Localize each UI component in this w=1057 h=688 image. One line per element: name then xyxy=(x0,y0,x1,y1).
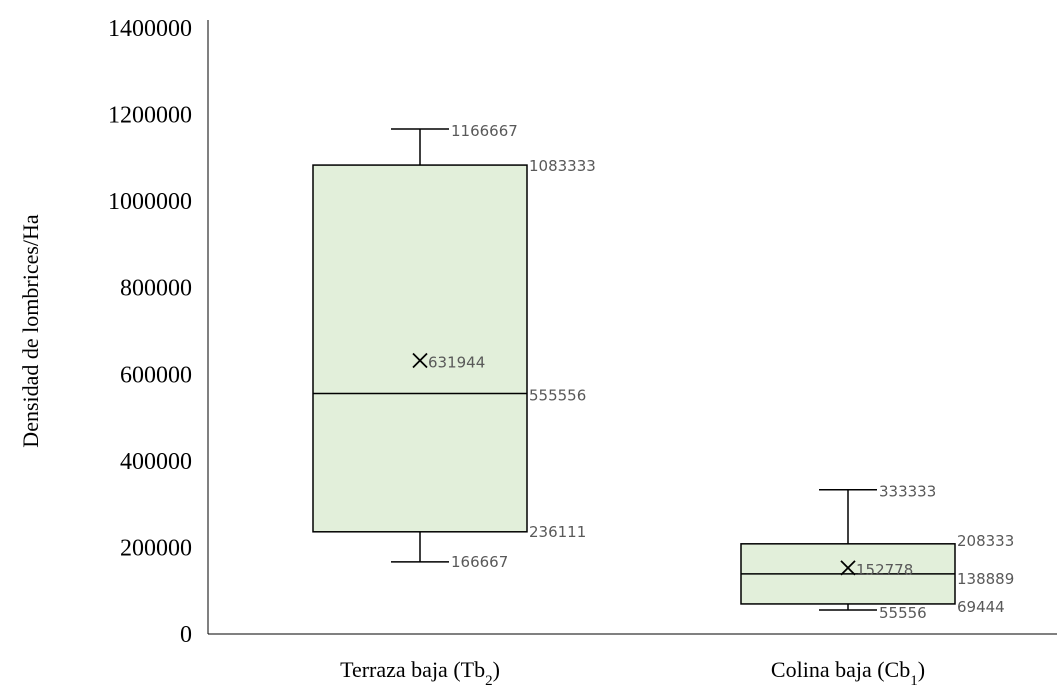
data-label-mean: 631944 xyxy=(428,353,485,371)
y-tick-label: 400000 xyxy=(120,449,192,475)
data-label-median: 138889 xyxy=(957,570,1014,588)
y-axis-title: Densidad de lombrices/Ha xyxy=(18,214,43,448)
data-label-median: 555556 xyxy=(529,387,586,405)
data-label-q1: 236111 xyxy=(529,523,586,541)
data-label-q3: 1083333 xyxy=(529,157,596,175)
y-tick-label: 800000 xyxy=(120,276,192,302)
data-label-min: 55556 xyxy=(879,604,927,622)
data-label-max: 1166667 xyxy=(451,122,518,140)
data-label-q1: 69444 xyxy=(957,598,1005,616)
x-category-label: Terraza baja (Tb2) xyxy=(340,657,500,688)
data-label-q3: 208333 xyxy=(957,532,1014,550)
y-tick-label: 1200000 xyxy=(108,103,192,129)
y-tick-label: 600000 xyxy=(120,362,192,388)
mean-marker xyxy=(412,352,428,369)
data-label-min: 166667 xyxy=(451,553,508,571)
x-category-label: Colina baja (Cb1) xyxy=(771,657,925,688)
y-tick-label: 1000000 xyxy=(108,189,192,215)
mean-marker xyxy=(840,560,856,576)
y-tick-label: 1400000 xyxy=(108,16,192,42)
box-iqr xyxy=(312,164,528,533)
data-label-max: 333333 xyxy=(879,483,936,501)
data-label-mean: 152778 xyxy=(856,561,913,579)
y-tick-label: 0 xyxy=(180,622,192,648)
y-tick-label: 200000 xyxy=(120,535,192,561)
